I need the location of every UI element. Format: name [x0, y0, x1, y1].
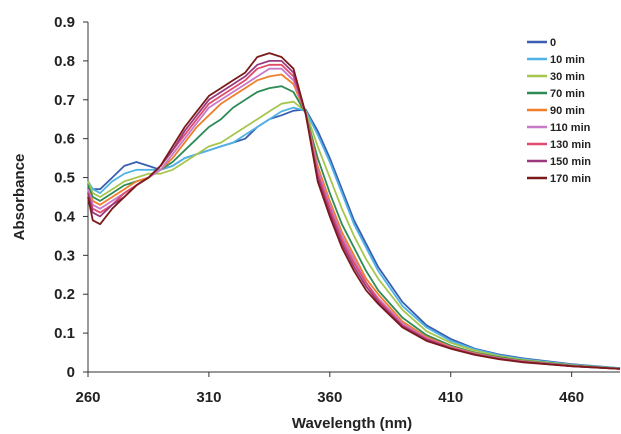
y-tick-label: 0.7	[54, 92, 75, 109]
y-axis-ticks: 0 0.1 0.2 0.3 0.4 0.5 0.6 0.7 0.8 0.9	[54, 14, 88, 381]
x-tick-label: 310	[196, 389, 221, 406]
y-tick-label: 0	[67, 364, 75, 381]
x-tick-label: 410	[438, 389, 463, 406]
series-lines	[87, 52, 621, 370]
series-line-1	[87, 106, 621, 369]
legend-label-8: 170 min	[550, 173, 591, 185]
legend-label-3: 70 min	[550, 88, 585, 100]
y-tick-label: 0.9	[54, 14, 75, 31]
y-tick-label: 0.4	[54, 208, 76, 225]
legend-label-2: 30 min	[550, 71, 585, 83]
x-axis-ticks: 260 310 360 410 460	[75, 372, 584, 406]
legend: 0 10 min 30 min 70 min 90 min 110 min 130 min 1…	[527, 37, 591, 185]
y-tick-label: 0.5	[54, 170, 75, 187]
x-tick-label: 460	[559, 389, 584, 406]
series-line-8	[87, 52, 621, 370]
y-tick-label: 0.6	[54, 131, 75, 148]
legend-label-1: 10 min	[550, 54, 585, 66]
y-tick-label: 0.8	[54, 53, 75, 70]
legend-label-5: 110 min	[550, 122, 591, 134]
x-tick-label: 360	[317, 389, 342, 406]
legend-label-0: 0	[550, 37, 556, 49]
series-line-7	[87, 60, 621, 370]
legend-label-4: 90 min	[550, 105, 585, 117]
series-line-3	[87, 85, 621, 370]
y-tick-label: 0.2	[54, 286, 75, 303]
y-tick-label: 0.3	[54, 247, 75, 264]
x-tick-label: 260	[75, 389, 100, 406]
x-axis-title: Wavelength (nm)	[292, 415, 412, 432]
series-line-0	[87, 108, 621, 369]
legend-label-6: 130 min	[550, 139, 591, 151]
series-line-2	[87, 100, 621, 370]
series-line-4	[87, 73, 621, 370]
plot-area: 0 0.1 0.2 0.3 0.4 0.5 0.6 0.7 0.8 0.9 260 310 360 41…	[54, 14, 621, 406]
y-tick-label: 0.1	[54, 325, 75, 342]
legend-label-7: 150 min	[550, 156, 591, 168]
y-axis-title: Absorbance	[11, 154, 28, 241]
